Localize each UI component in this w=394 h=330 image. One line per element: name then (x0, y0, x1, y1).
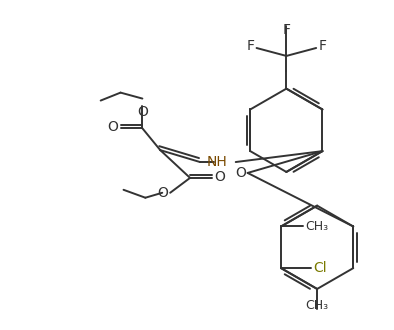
Text: NH: NH (207, 155, 228, 169)
Text: F: F (247, 39, 255, 53)
Text: CH₃: CH₃ (306, 299, 329, 312)
Text: F: F (282, 23, 290, 37)
Text: O: O (137, 105, 148, 118)
Text: CH₃: CH₃ (305, 220, 328, 233)
Text: O: O (157, 186, 168, 200)
Text: O: O (108, 120, 119, 134)
Text: O: O (214, 170, 225, 184)
Text: Cl: Cl (313, 261, 327, 275)
Text: O: O (235, 166, 245, 180)
Text: F: F (318, 39, 326, 53)
